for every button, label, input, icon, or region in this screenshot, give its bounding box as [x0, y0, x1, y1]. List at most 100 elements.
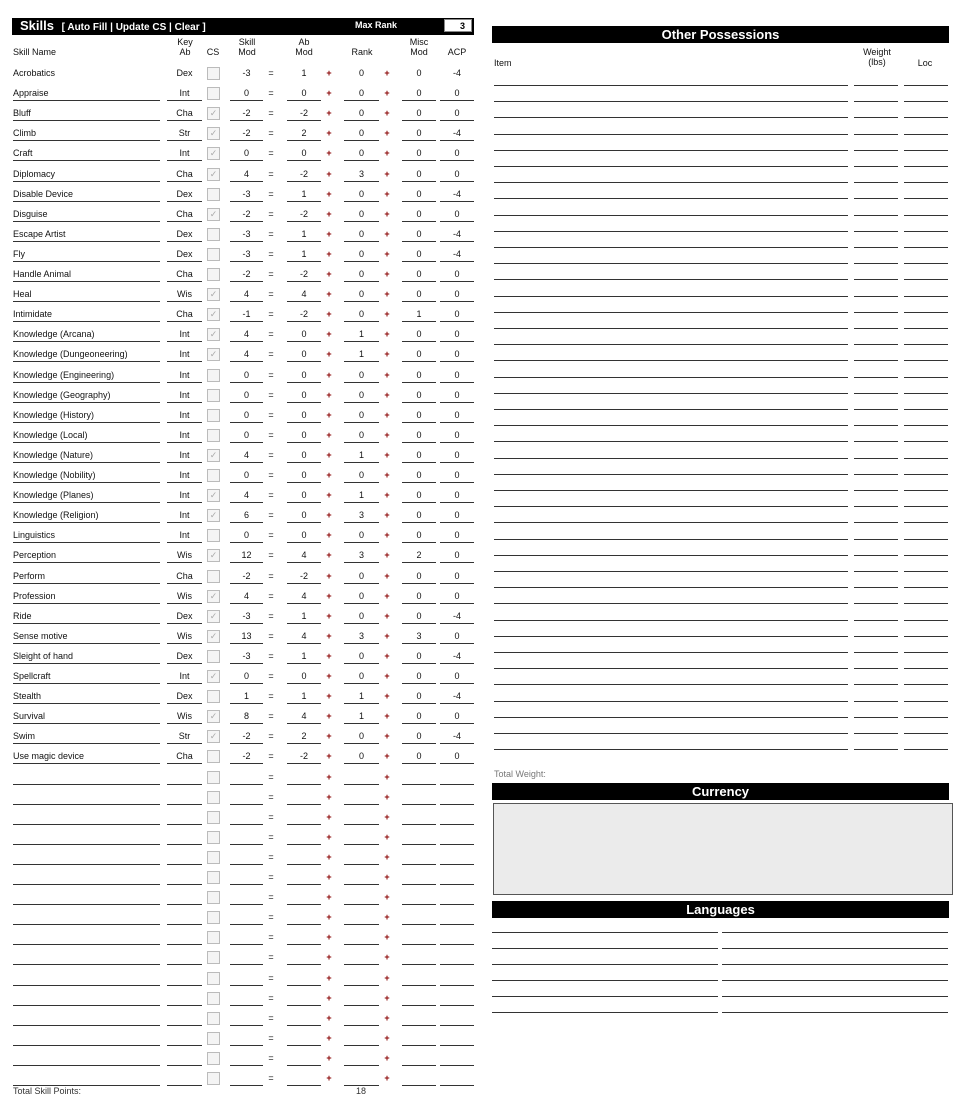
ability-mod[interactable]: 0: [287, 669, 321, 684]
ability-mod[interactable]: 1: [287, 649, 321, 664]
ability-mod[interactable]: [287, 830, 321, 845]
item-field[interactable]: [494, 263, 848, 265]
skill-name[interactable]: [13, 930, 160, 946]
key-ability[interactable]: [167, 1031, 202, 1046]
loc-field[interactable]: [904, 587, 948, 589]
key-ability[interactable]: [167, 850, 202, 865]
misc-mod[interactable]: [402, 890, 436, 906]
key-ability[interactable]: [167, 971, 202, 986]
loc-field[interactable]: [904, 700, 948, 702]
item-field[interactable]: [494, 295, 848, 297]
rank[interactable]: 0: [344, 227, 379, 242]
item-field[interactable]: [494, 538, 848, 540]
key-ability[interactable]: Dex: [167, 187, 202, 202]
rank[interactable]: 0: [344, 388, 379, 403]
item-field[interactable]: [494, 182, 848, 184]
language-field[interactable]: [492, 948, 718, 949]
class-skill-checkbox[interactable]: [207, 1051, 220, 1065]
acp[interactable]: 0: [440, 106, 474, 122]
key-ability[interactable]: [167, 870, 202, 885]
item-field[interactable]: [494, 571, 848, 572]
loc-field[interactable]: [904, 425, 948, 427]
weight-field[interactable]: [854, 117, 898, 119]
skill-name[interactable]: [13, 950, 160, 966]
skill-mod[interactable]: -2: [230, 207, 263, 222]
rank[interactable]: [344, 830, 379, 845]
weight-field[interactable]: [854, 716, 898, 718]
rank[interactable]: [344, 971, 379, 986]
loc-field[interactable]: [904, 85, 948, 86]
rank[interactable]: 0: [344, 187, 379, 202]
skill-mod[interactable]: -3: [230, 649, 263, 664]
ability-mod[interactable]: -2: [287, 307, 321, 323]
rank[interactable]: 0: [344, 146, 379, 162]
item-field[interactable]: [494, 344, 848, 346]
misc-mod[interactable]: [402, 790, 436, 805]
weight-field[interactable]: [854, 328, 898, 329]
ability-mod[interactable]: [287, 890, 321, 906]
class-skill-checkbox[interactable]: [207, 1072, 220, 1085]
language-field[interactable]: [722, 948, 948, 949]
rank[interactable]: 0: [344, 368, 379, 383]
item-field[interactable]: [494, 587, 848, 589]
key-ability[interactable]: Cha: [167, 307, 202, 323]
skill-mod[interactable]: 0: [230, 528, 263, 544]
skill-mod[interactable]: 6: [230, 508, 263, 524]
misc-mod[interactable]: [402, 1031, 436, 1046]
skill-name[interactable]: [13, 971, 160, 986]
ability-mod[interactable]: [287, 1011, 321, 1026]
skill-name[interactable]: Disable Device: [13, 187, 160, 202]
language-field[interactable]: [722, 996, 948, 997]
rank[interactable]: 0: [344, 589, 379, 604]
skill-mod[interactable]: 4: [230, 488, 263, 504]
ability-mod[interactable]: 1: [287, 609, 321, 624]
class-skill-checkbox[interactable]: [207, 770, 220, 784]
skill-mod[interactable]: 4: [230, 327, 263, 343]
acp[interactable]: [440, 890, 474, 906]
misc-mod[interactable]: [402, 770, 436, 785]
weight-field[interactable]: [854, 133, 898, 135]
skill-mod[interactable]: [230, 1011, 263, 1026]
class-skill-checkbox[interactable]: ✓: [207, 609, 220, 623]
class-skill-checkbox[interactable]: [207, 1031, 220, 1045]
acp[interactable]: 0: [440, 287, 474, 303]
skill-name[interactable]: Craft: [13, 146, 160, 162]
acp[interactable]: [440, 1051, 474, 1066]
class-skill-checkbox[interactable]: ✓: [207, 670, 220, 683]
rank[interactable]: [344, 1051, 379, 1066]
item-field[interactable]: [494, 247, 848, 248]
weight-field[interactable]: [854, 652, 898, 653]
key-ability[interactable]: Dex: [167, 689, 202, 705]
skill-mod[interactable]: -2: [230, 729, 263, 745]
acp[interactable]: [440, 991, 474, 1006]
misc-mod[interactable]: 0: [402, 247, 436, 262]
loc-field[interactable]: [904, 117, 948, 119]
class-skill-checkbox[interactable]: [207, 408, 220, 422]
misc-mod[interactable]: 3: [402, 629, 436, 644]
key-ability[interactable]: Dex: [167, 227, 202, 242]
key-ability[interactable]: Int: [167, 468, 202, 483]
skill-mod[interactable]: 4: [230, 448, 263, 463]
language-field[interactable]: [492, 980, 718, 981]
key-ability[interactable]: Wis: [167, 709, 202, 725]
weight-field[interactable]: [854, 587, 898, 589]
skill-name[interactable]: [13, 1071, 160, 1086]
key-ability[interactable]: Wis: [167, 589, 202, 604]
misc-mod[interactable]: 0: [402, 146, 436, 162]
skill-mod[interactable]: [230, 1051, 263, 1066]
rank[interactable]: 0: [344, 267, 379, 282]
ability-mod[interactable]: 4: [287, 709, 321, 725]
ability-mod[interactable]: 0: [287, 368, 321, 383]
class-skill-checkbox[interactable]: [207, 850, 220, 864]
skill-mod[interactable]: -3: [230, 187, 263, 202]
skill-mod[interactable]: [230, 770, 263, 785]
key-ability[interactable]: [167, 770, 202, 785]
class-skill-checkbox[interactable]: [207, 911, 220, 925]
skill-mod[interactable]: -2: [230, 569, 263, 584]
acp[interactable]: 0: [440, 669, 474, 684]
class-skill-checkbox[interactable]: [207, 810, 220, 824]
loc-field[interactable]: [904, 506, 948, 508]
class-skill-checkbox[interactable]: [207, 469, 220, 482]
class-skill-checkbox[interactable]: [207, 569, 220, 583]
key-ability[interactable]: [167, 930, 202, 946]
